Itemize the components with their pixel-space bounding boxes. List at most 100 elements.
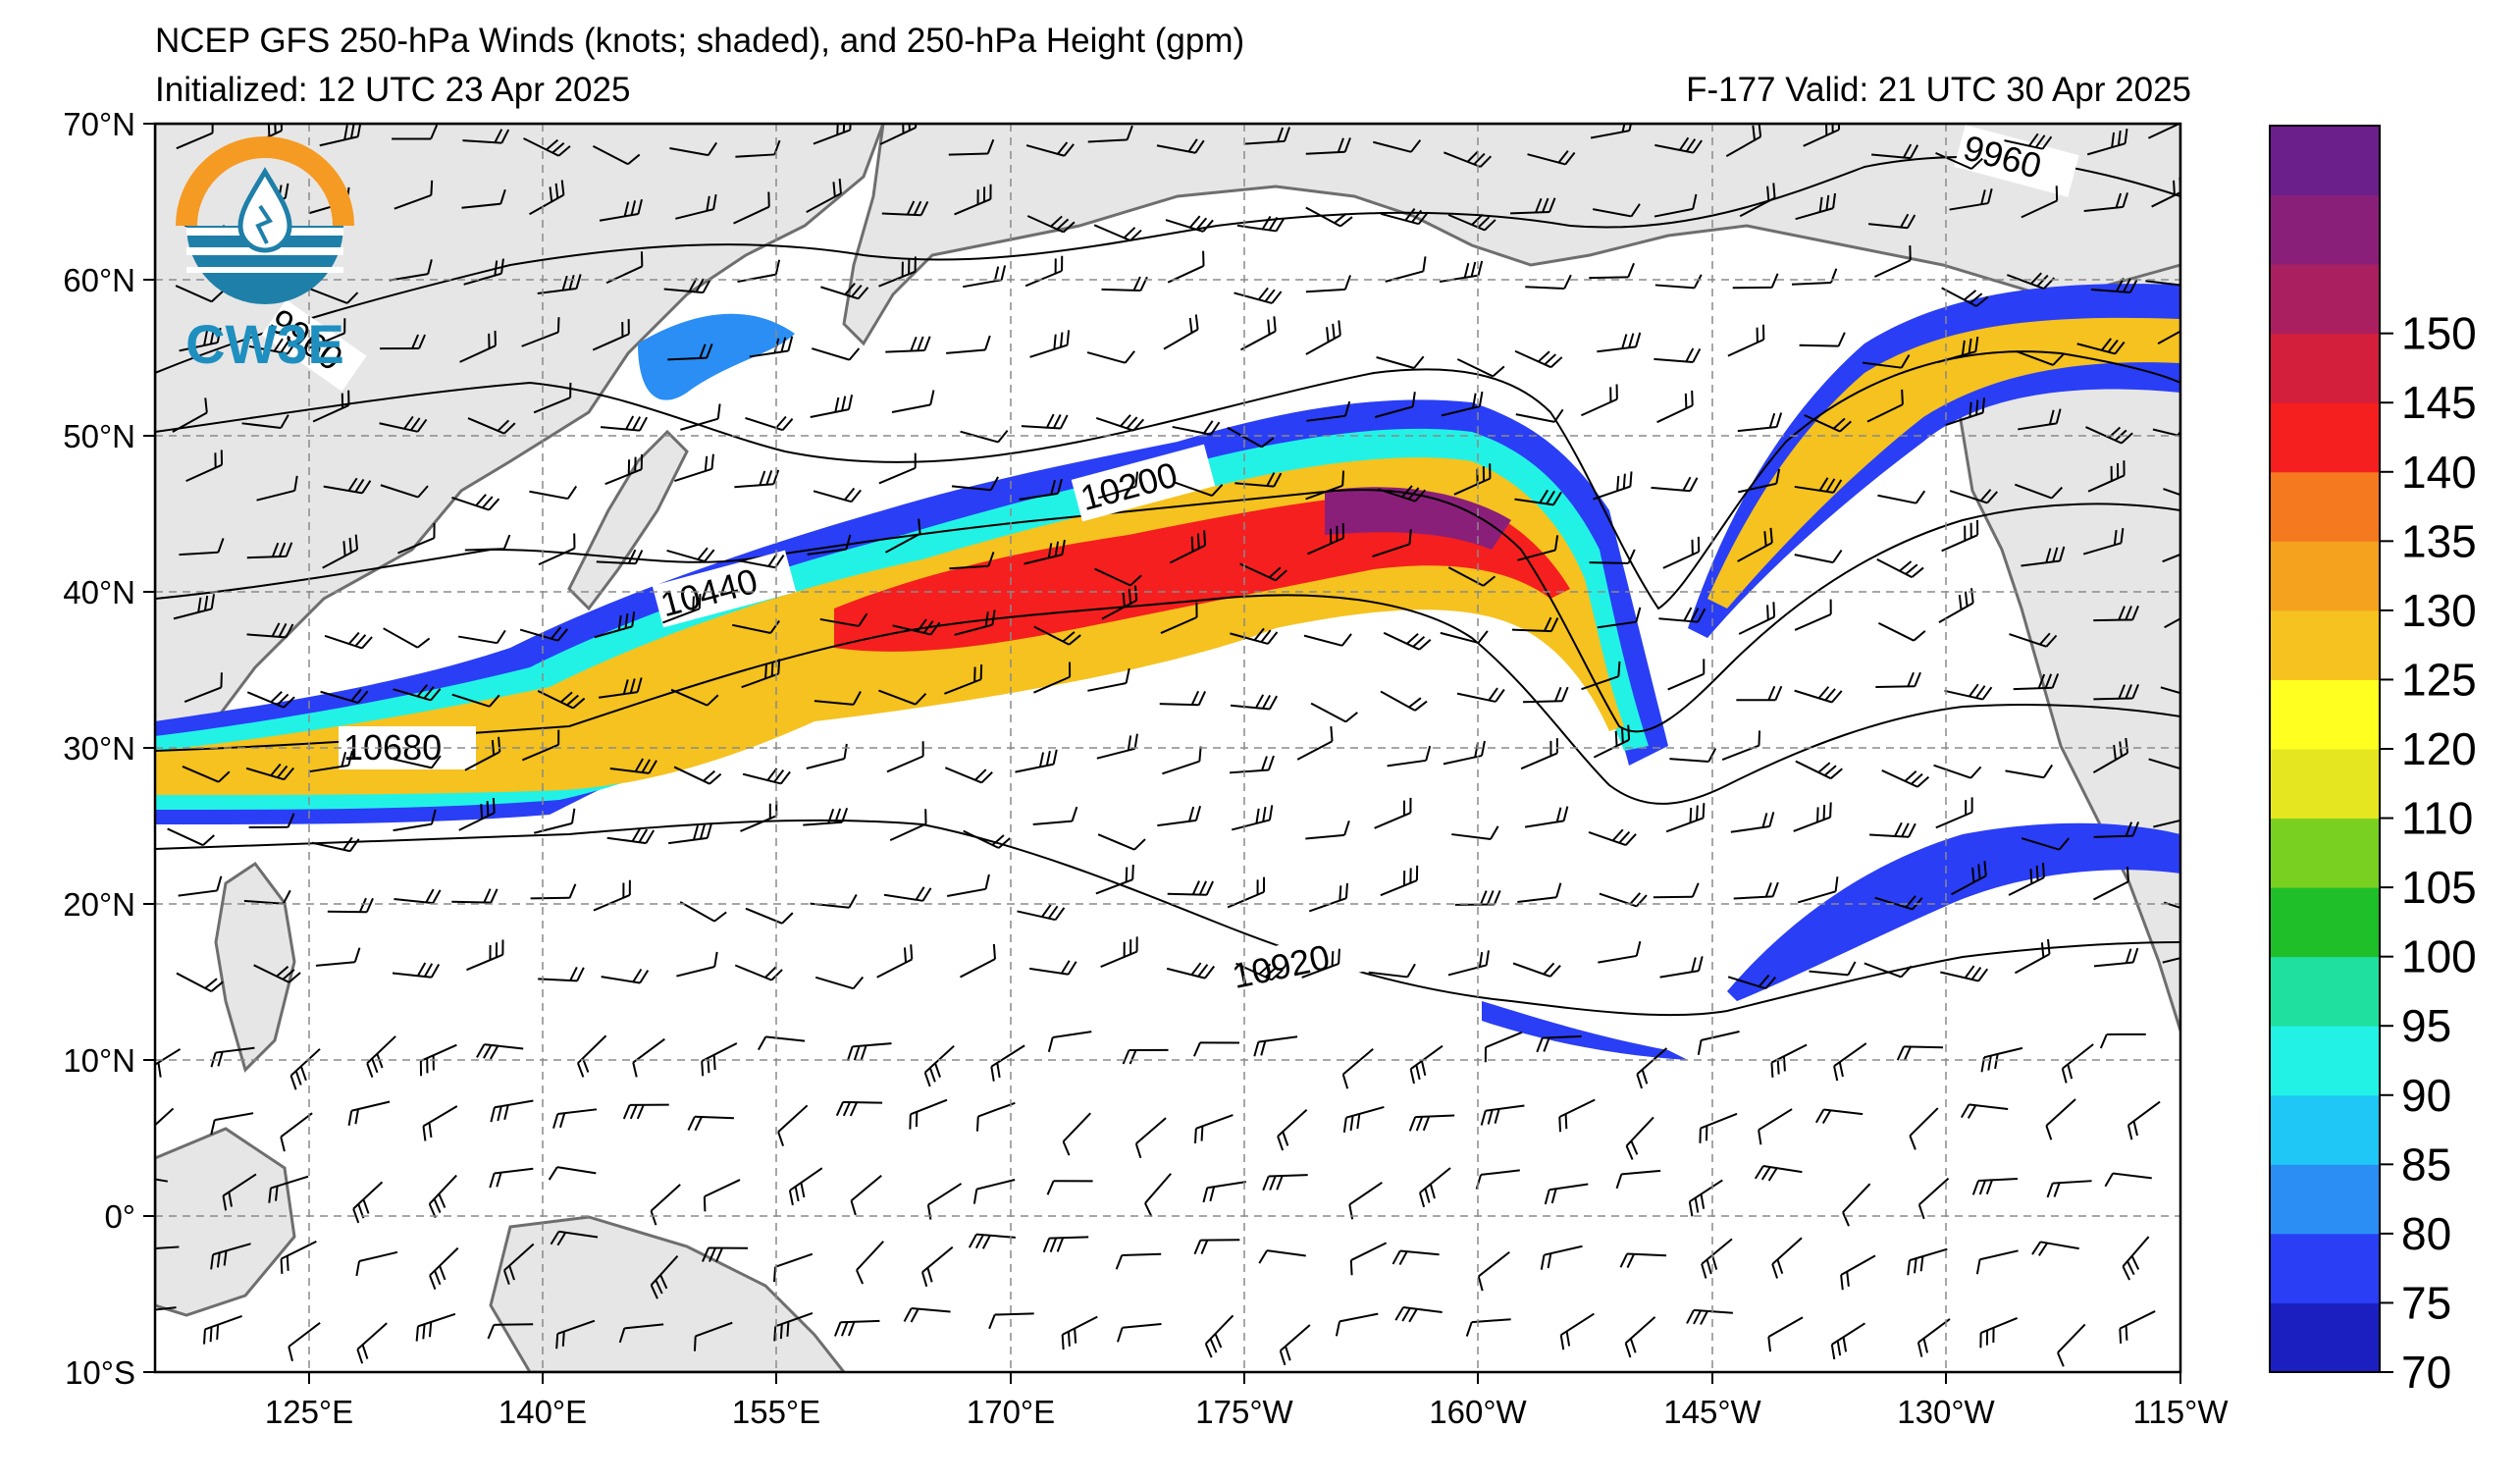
wind-barb <box>1373 139 1422 153</box>
wind-barb <box>1804 414 1852 433</box>
wind-barb <box>1032 806 1078 826</box>
wind-barb <box>1881 769 1930 788</box>
wind-barb <box>319 124 362 147</box>
wind-barb <box>315 947 361 967</box>
wind-barb <box>650 1184 681 1226</box>
wind-barb <box>1087 667 1130 692</box>
wind-barb <box>1803 124 1841 147</box>
wind-barb <box>307 318 346 349</box>
wind-barb <box>1581 661 1621 691</box>
contour-10920 <box>155 819 2180 1017</box>
wind-barb <box>1100 936 1138 968</box>
wind-barb <box>2013 673 2060 691</box>
lat-label: 60°N <box>63 262 135 298</box>
wind-barb <box>650 1255 679 1299</box>
wind-barb <box>693 1321 733 1351</box>
wind-barb <box>975 1101 1016 1132</box>
wind-barb <box>1262 1174 1308 1192</box>
wind-barb <box>609 758 657 774</box>
lon-label: 145°W <box>1663 1394 1761 1430</box>
wind-barb <box>734 964 783 981</box>
wind-barb <box>876 944 914 979</box>
wind-barb <box>606 827 656 845</box>
wind-barb <box>878 256 917 288</box>
wind-barb <box>1697 1031 1740 1056</box>
wind-barb <box>1026 215 1076 234</box>
wind-barb <box>320 688 369 704</box>
wind-barb <box>1156 138 1205 154</box>
wind-barb <box>419 1043 457 1077</box>
wind-barb <box>1097 471 1139 500</box>
wind-barb <box>176 124 214 150</box>
wind-barb <box>2093 605 2139 622</box>
wind-barb <box>676 951 718 978</box>
wind-barb <box>537 274 582 294</box>
wind-barb <box>1665 803 1706 833</box>
wind-barb <box>673 766 722 785</box>
wind-barb <box>674 453 714 483</box>
wind-barb <box>1305 206 1353 228</box>
wind-barb <box>1935 797 1973 829</box>
title-line1: NCEP GFS 250-hPa Winds (knots; shaded), … <box>155 22 1245 60</box>
wind-barb <box>1517 535 1559 561</box>
wind-barb <box>2031 1241 2079 1256</box>
wind-barb <box>923 1044 955 1087</box>
wind-barb <box>2061 1043 2094 1084</box>
wind-barb <box>2076 338 2126 355</box>
wind-barb <box>548 1166 597 1181</box>
wind-barb <box>1376 355 1425 369</box>
wind-barb <box>1589 262 1635 280</box>
lon-label: 155°E <box>732 1394 820 1430</box>
wind-barb <box>1667 659 1706 691</box>
wind-barb <box>988 1312 1034 1330</box>
wind-barb <box>155 1173 169 1183</box>
wind-barb <box>1117 1323 1162 1343</box>
wind-barb <box>1949 489 1998 504</box>
wind-barb <box>502 1243 535 1286</box>
wind-barb <box>1374 392 1416 418</box>
wind-shading <box>155 284 2180 1060</box>
wind-barb <box>2009 632 2058 648</box>
wind-barb <box>2021 185 2059 219</box>
wind-barb <box>1122 1048 1169 1065</box>
wind-barb <box>2162 546 2180 563</box>
wind-barb <box>1699 1112 1738 1143</box>
wind-barb <box>1688 1179 1723 1217</box>
wind-barb <box>1862 354 1911 369</box>
wind-barb <box>322 534 358 569</box>
wind-barb <box>463 258 504 286</box>
wind-barb <box>1394 1305 1443 1323</box>
wind-barb <box>1162 746 1202 775</box>
wind-barb <box>487 1323 534 1340</box>
wind-barb <box>1047 1031 1092 1052</box>
wind-barb <box>601 968 650 984</box>
wind-barb <box>1230 627 1279 645</box>
wind-barb <box>172 397 208 433</box>
wind-barb <box>184 672 223 703</box>
wind-barb <box>1097 833 1146 851</box>
wind-barb <box>1062 1112 1091 1156</box>
wind-barb <box>245 763 294 781</box>
wind-barb <box>1960 1103 2009 1119</box>
wind-barb <box>1028 960 1077 976</box>
wind-barb <box>1015 749 1058 773</box>
colorbar: 70 75 80 85 90 95 100 105 110 120 125 130 135 140 145 1… <box>2270 126 2477 1398</box>
wind-barb <box>1096 733 1138 760</box>
wind-barb <box>846 1042 892 1062</box>
wind-barb <box>1795 760 1843 780</box>
wind-barb <box>1758 1108 1793 1145</box>
wind-barb <box>1624 1316 1656 1358</box>
wind-barb <box>489 1167 534 1189</box>
wind-barb <box>175 285 224 303</box>
wind-barb <box>1597 607 1642 629</box>
wind-barb <box>415 1312 456 1342</box>
wind-barb <box>1544 1183 1589 1205</box>
wind-barb <box>1418 1167 1451 1208</box>
wind-barb <box>2126 1100 2161 1140</box>
wind-barb <box>702 1246 749 1262</box>
wind-barb <box>1245 127 1291 145</box>
wind-barb <box>892 618 941 636</box>
wind-barb <box>1975 1249 2019 1275</box>
wind-barb <box>1592 203 1641 218</box>
wind-barb <box>1335 1312 1379 1337</box>
